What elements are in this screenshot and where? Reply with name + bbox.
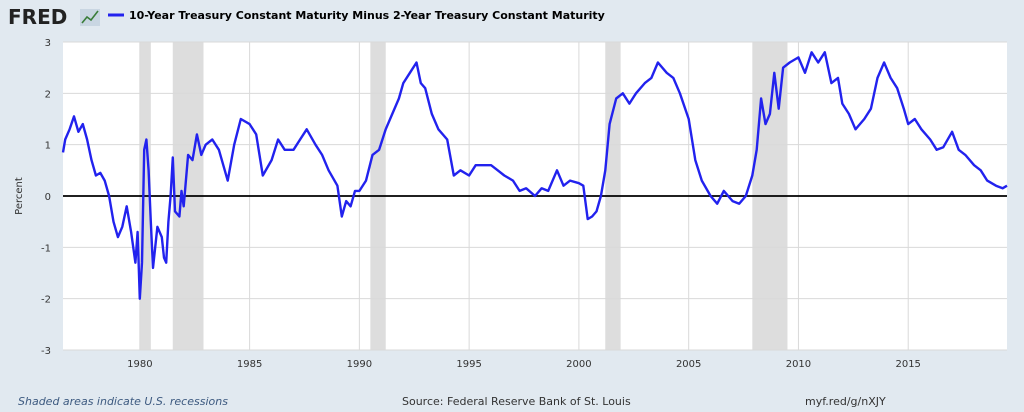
- x-tick-label: 1990: [347, 359, 372, 370]
- source-text: Source: Federal Reserve Bank of St. Loui…: [402, 395, 631, 408]
- y-tick-label: 1: [45, 141, 51, 152]
- recession-note: Shaded areas indicate U.S. recessions: [18, 395, 228, 408]
- legend-label: 10-Year Treasury Constant Maturity Minus…: [129, 9, 605, 22]
- chart-header: FRED 10-Year Treasury Constant Maturity …: [8, 5, 605, 29]
- y-tick-label: -2: [41, 295, 51, 306]
- y-tick-label: -1: [41, 243, 51, 254]
- y-tick-label: -3: [41, 346, 51, 357]
- x-tick-label: 2000: [566, 359, 591, 370]
- x-tick-label: 2015: [895, 359, 920, 370]
- short-url-link[interactable]: myf.red/g/nXJY: [805, 395, 886, 408]
- y-axis-title: Percent: [14, 177, 25, 215]
- x-tick-label: 1980: [127, 359, 152, 370]
- chart-footer: Shaded areas indicate U.S. recessions So…: [18, 395, 886, 408]
- y-tick-label: 3: [45, 38, 51, 49]
- y-axis-ticks: -3 -2 -1 0 1 2 3: [41, 38, 51, 357]
- x-axis-ticks: 1980 1985 1990 1995 2000 2005 2010 2015: [127, 359, 921, 370]
- x-tick-label: 2010: [786, 359, 811, 370]
- series-line: [61, 51, 1008, 300]
- y-tick-label: 2: [45, 89, 51, 100]
- x-tick-label: 2005: [676, 359, 701, 370]
- x-tick-label: 1985: [237, 359, 262, 370]
- x-tick-label: 1995: [456, 359, 481, 370]
- trend-chart-icon: [80, 9, 100, 26]
- fred-logo[interactable]: FRED: [8, 5, 67, 29]
- series-line-spread: [61, 51, 1008, 300]
- y-tick-label: 0: [45, 192, 51, 203]
